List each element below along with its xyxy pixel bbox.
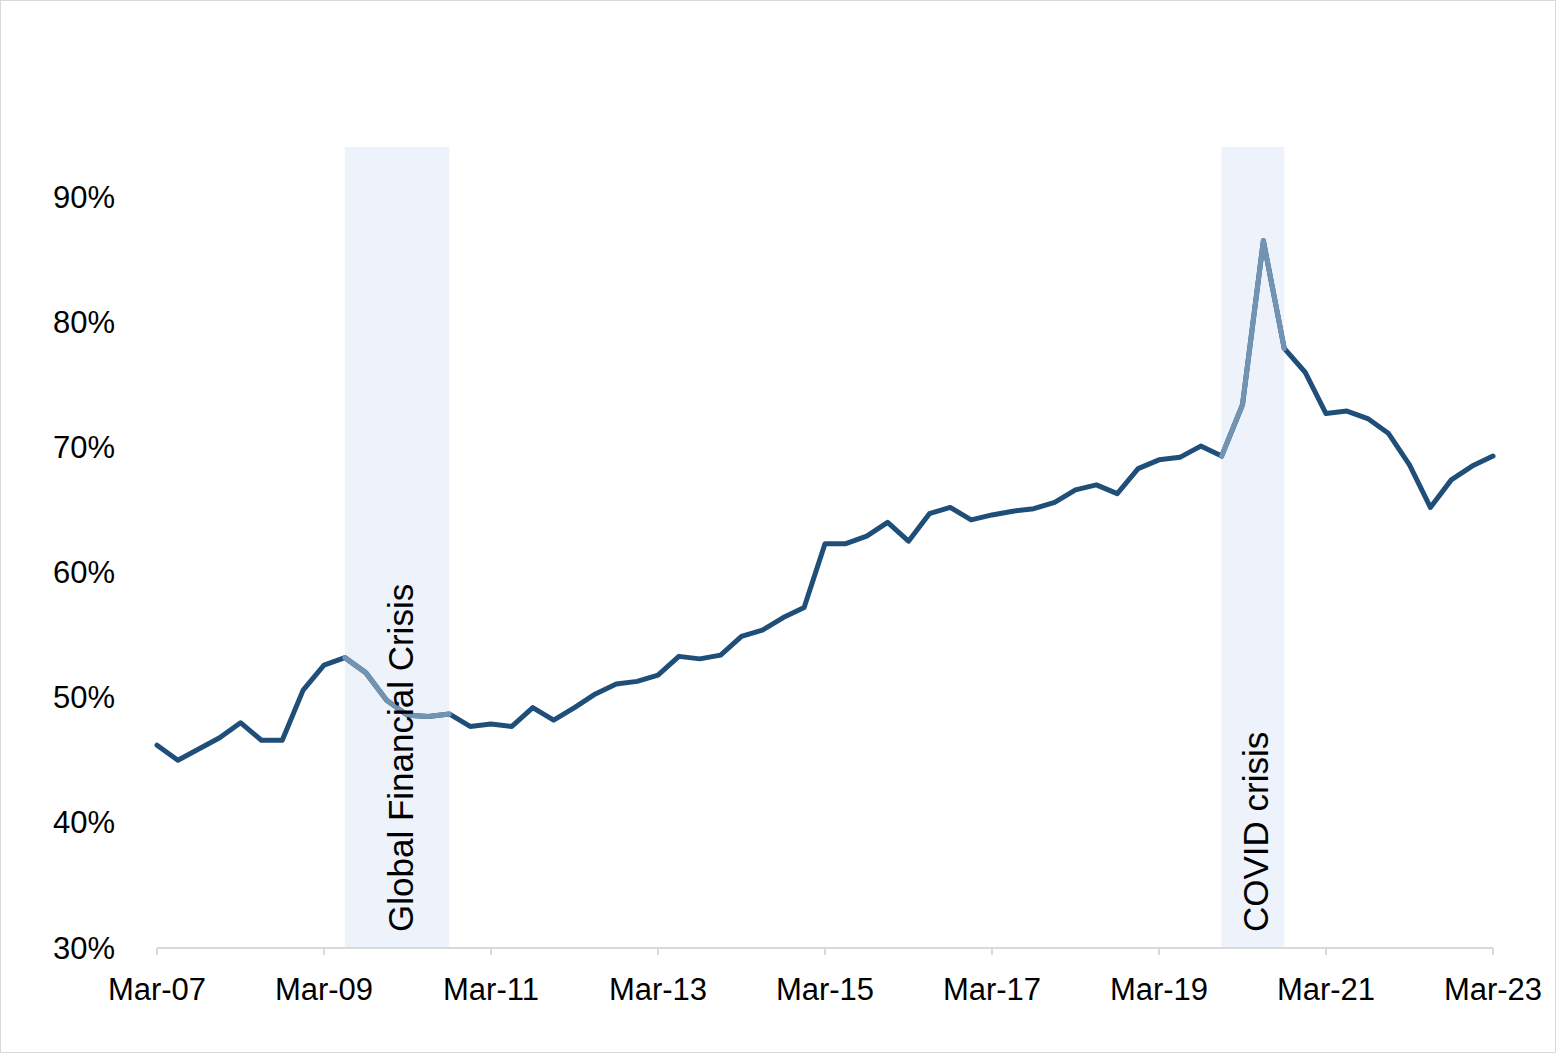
y-tick-label: 90% xyxy=(53,180,115,215)
x-tick-label: Mar-11 xyxy=(443,972,539,1007)
x-tick-label: Mar-09 xyxy=(275,972,373,1007)
y-tick-label: 70% xyxy=(53,430,115,465)
y-tick-label: 50% xyxy=(53,680,115,715)
x-tick-label: Mar-21 xyxy=(1277,972,1375,1007)
line-highlight xyxy=(1222,241,1285,456)
y-tick-label: 60% xyxy=(53,555,115,590)
y-tick-label: 80% xyxy=(53,305,115,340)
x-tick-label: Mar-15 xyxy=(776,972,874,1007)
y-tick-label: 40% xyxy=(53,805,115,840)
x-tick xyxy=(156,948,158,955)
x-tick xyxy=(1158,948,1160,955)
x-tick-label: Mar-23 xyxy=(1444,972,1542,1007)
annotation-band xyxy=(1222,147,1285,948)
x-tick xyxy=(323,948,325,955)
x-tick xyxy=(657,948,659,955)
x-tick-label: Mar-07 xyxy=(108,972,206,1007)
y-tick-label: 30% xyxy=(53,931,115,966)
x-tick xyxy=(1492,948,1494,955)
annotation-band xyxy=(345,147,449,948)
plot-area xyxy=(157,241,1493,760)
chart: 30% 40% 50% 60% 70% 80% 90% Mar-07 Mar-09 Mar-11 M… xyxy=(0,0,1556,1053)
x-tick xyxy=(490,948,492,955)
x-tick xyxy=(1325,948,1327,955)
x-tick-label: Mar-19 xyxy=(1110,972,1208,1007)
annotation-label: COVID crisis xyxy=(1236,732,1275,932)
x-tick xyxy=(991,948,993,955)
x-tick-label: Mar-17 xyxy=(943,972,1041,1007)
annotation-label: Global Financial Crisis xyxy=(381,584,420,932)
chart-border xyxy=(1,1,1556,1053)
line-series xyxy=(157,241,1493,760)
x-tick xyxy=(824,948,826,955)
x-tick-label: Mar-13 xyxy=(609,972,707,1007)
